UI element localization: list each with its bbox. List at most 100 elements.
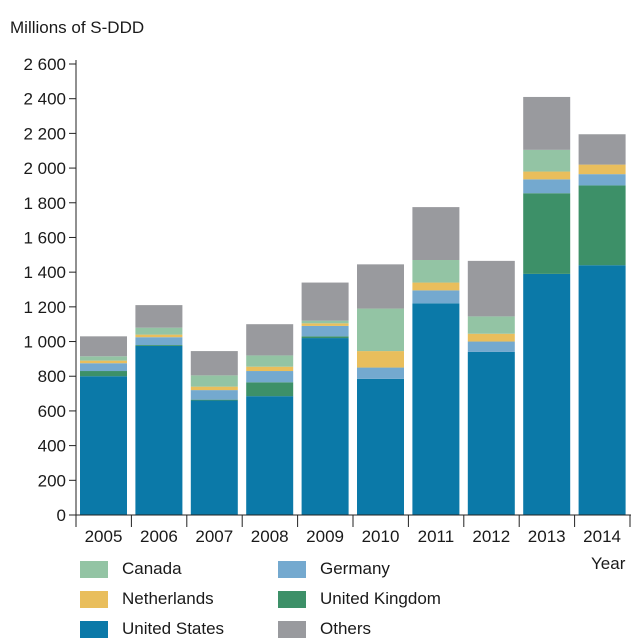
legend-item-united-kingdom: United Kingdom — [278, 588, 441, 610]
bar-2007-germany — [190, 390, 238, 400]
y-tick-label-600: 600 — [38, 402, 66, 421]
bar-2006-germany — [135, 337, 183, 346]
bar-2010-germany — [357, 367, 404, 379]
bar-2005-germany — [80, 363, 127, 372]
bar-2008-united-states — [246, 396, 294, 515]
y-tick-label-1400: 1 400 — [23, 263, 66, 282]
bar-2011-germany — [412, 290, 460, 304]
bar-2012-canada — [467, 316, 515, 334]
bar-2013-united-kingdom — [523, 193, 571, 274]
x-tick-label-2013: 2013 — [528, 527, 566, 546]
legend: Canada Germany Netherlands United Kingdo… — [80, 558, 500, 638]
bar-2007-canada — [190, 375, 238, 387]
bar-2007-others — [190, 351, 238, 376]
legend-swatch-others — [278, 620, 306, 638]
legend-label-canada: Canada — [122, 559, 182, 578]
bar-2010-netherlands — [357, 351, 404, 368]
bar-2011-netherlands — [412, 282, 460, 291]
x-tick-label-2009: 2009 — [306, 527, 344, 546]
legend-swatch-netherlands — [80, 590, 108, 608]
y-tick-label-1600: 1 600 — [23, 228, 66, 247]
bar-2012-others — [467, 260, 515, 317]
bar-2008-others — [246, 324, 294, 356]
x-tick-label-2011: 2011 — [418, 527, 455, 546]
x-tick-label-2010: 2010 — [362, 527, 400, 546]
bar-2006-netherlands — [135, 334, 183, 338]
x-axis-label: Year — [591, 554, 626, 573]
x-tick-label-2007: 2007 — [195, 527, 233, 546]
bar-2007-netherlands — [190, 386, 238, 391]
legend-swatch-united-kingdom — [278, 590, 306, 608]
y-tick-label-2600: 2 600 — [23, 55, 66, 74]
y-tick-label-2000: 2 000 — [23, 159, 66, 178]
y-tick-label-1000: 1 000 — [23, 333, 66, 352]
bar-2014-others — [578, 134, 626, 165]
legend-label-others: Others — [320, 619, 372, 638]
bar-2005-united-states — [80, 376, 127, 515]
bar-2010-others — [357, 264, 404, 309]
x-tick-label-2005: 2005 — [85, 527, 123, 546]
legend-label-united-states: United States — [122, 619, 225, 638]
bar-2005-netherlands — [80, 360, 127, 364]
bar-2013-germany — [523, 179, 571, 194]
bar-2008-canada — [246, 355, 294, 367]
legend-item-netherlands: Netherlands — [80, 588, 214, 610]
y-tick-label-2400: 2 400 — [23, 90, 66, 109]
bar-2013-canada — [523, 149, 571, 172]
bar-2010-united-states — [357, 378, 404, 515]
legend-swatch-canada — [80, 560, 108, 578]
bar-2005-united-kingdom — [80, 371, 127, 377]
legend-label-netherlands: Netherlands — [122, 589, 214, 608]
bar-2009-others — [301, 282, 349, 321]
y-tick-label-1800: 1 800 — [23, 194, 66, 213]
y-tick-label-200: 200 — [38, 471, 66, 490]
bar-2006-united-kingdom — [135, 345, 183, 346]
bar-2009-canada — [301, 320, 349, 324]
y-axis-label: Millions of S-DDD — [10, 18, 145, 37]
bar-2005-others — [80, 336, 127, 357]
bar-2014-united-kingdom — [578, 185, 626, 266]
bar-2008-netherlands — [246, 366, 294, 372]
bar-2005-canada — [80, 356, 127, 361]
bar-2007-united-kingdom — [190, 399, 238, 401]
bar-2014-united-states — [578, 265, 626, 515]
bar-2013-others — [523, 96, 571, 150]
bar-2012-germany — [467, 341, 515, 352]
legend-label-germany: Germany — [320, 559, 390, 578]
bar-2008-germany — [246, 371, 294, 383]
x-tick-label-2014: 2014 — [583, 527, 621, 546]
legend-swatch-united-states — [80, 620, 108, 638]
bar-2013-netherlands — [523, 171, 571, 180]
bar-2006-others — [135, 305, 183, 328]
bar-2014-netherlands — [578, 164, 626, 175]
bar-2006-canada — [135, 327, 183, 335]
y-tick-label-0: 0 — [57, 506, 66, 525]
legend-item-canada: Canada — [80, 558, 182, 580]
legend-label-united-kingdom: United Kingdom — [320, 589, 441, 608]
x-tick-label-2006: 2006 — [140, 527, 178, 546]
legend-item-others: Others — [278, 618, 371, 640]
bar-2009-united-states — [301, 338, 349, 515]
bar-2007-united-states — [190, 400, 238, 515]
y-tick-label-2200: 2 200 — [23, 124, 66, 143]
bar-2009-netherlands — [301, 323, 349, 326]
bar-2011-united-states — [412, 303, 460, 515]
bar-2009-united-kingdom — [301, 336, 349, 339]
bar-2006-united-states — [135, 345, 183, 515]
bar-2009-germany — [301, 325, 349, 337]
legend-item-united-states: United States — [80, 618, 224, 640]
y-tick-label-1200: 1 200 — [23, 298, 66, 317]
bar-2012-united-states — [467, 351, 515, 515]
x-tick-label-2012: 2012 — [472, 527, 510, 546]
y-tick-label-400: 400 — [38, 437, 66, 456]
bar-2013-united-states — [523, 273, 571, 515]
bar-2014-germany — [578, 174, 626, 186]
bar-2012-netherlands — [467, 333, 515, 342]
bar-2008-united-kingdom — [246, 382, 294, 397]
bar-2011-others — [412, 207, 460, 261]
legend-item-germany: Germany — [278, 558, 390, 580]
x-tick-label-2008: 2008 — [251, 527, 289, 546]
bar-2010-canada — [357, 308, 404, 352]
bar-2011-canada — [412, 260, 460, 283]
